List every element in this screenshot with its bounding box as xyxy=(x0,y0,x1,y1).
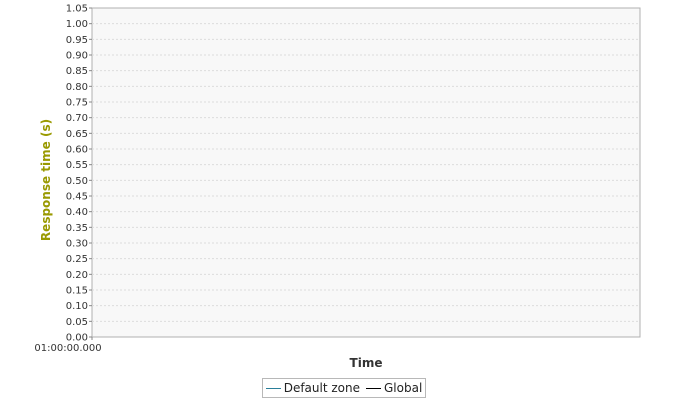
legend-item-default-zone: Default zone xyxy=(265,381,360,395)
plot-area xyxy=(91,7,641,338)
grid-lines xyxy=(92,23,640,322)
legend-label-global: Global xyxy=(384,381,423,395)
y-tick-label: 0.25 xyxy=(66,254,88,265)
legend-swatch-global xyxy=(366,387,381,389)
legend-swatch-default-zone xyxy=(265,387,281,389)
x-axis-title: Time xyxy=(350,356,383,370)
x-tick-label: 01:00:00.000 xyxy=(34,343,101,354)
y-tick-label: 0.95 xyxy=(66,35,88,46)
x-axis-ticks: 01:00:00.000 xyxy=(34,337,102,354)
y-tick-label: 0.50 xyxy=(66,176,88,187)
y-tick-label: 0.65 xyxy=(66,129,88,140)
chart-legend: Default zone Global xyxy=(262,378,426,398)
y-tick-label: 0.10 xyxy=(66,301,88,312)
y-tick-label: 0.40 xyxy=(66,207,88,218)
y-tick-label: 0.45 xyxy=(66,192,88,203)
y-axis-ticks: 0.00 0.05 0.10 0.15 0.20 0.25 0.30 0.35 0.40 0.45… xyxy=(66,4,92,344)
y-tick-label: 0.85 xyxy=(66,66,88,77)
response-time-chart: 0.00 0.05 0.10 0.15 0.20 0.25 0.30 0.35 0.40 0.45… xyxy=(34,4,641,370)
y-tick-label: 0.05 xyxy=(66,317,88,328)
y-tick-label: 0.15 xyxy=(66,286,88,297)
legend-item-global: Global xyxy=(366,381,422,395)
legend-label-default-zone: Default zone xyxy=(283,381,360,395)
y-tick-label: 0.90 xyxy=(66,51,88,62)
y-tick-label: 1.00 xyxy=(66,19,88,30)
y-tick-label: 0.20 xyxy=(66,270,88,281)
y-tick-label: 1.05 xyxy=(66,4,88,15)
y-tick-label: 0.35 xyxy=(66,223,88,234)
y-tick-label: 0.75 xyxy=(66,98,88,109)
y-tick-label: 0.55 xyxy=(66,160,88,171)
y-tick-label: 0.60 xyxy=(66,145,88,156)
y-tick-label: 0.30 xyxy=(66,239,88,250)
y-tick-label: 0.00 xyxy=(66,333,88,344)
y-tick-label: 0.70 xyxy=(66,113,88,124)
y-tick-label: 0.80 xyxy=(66,82,88,93)
y-axis-title: Response time (s) xyxy=(39,119,53,241)
